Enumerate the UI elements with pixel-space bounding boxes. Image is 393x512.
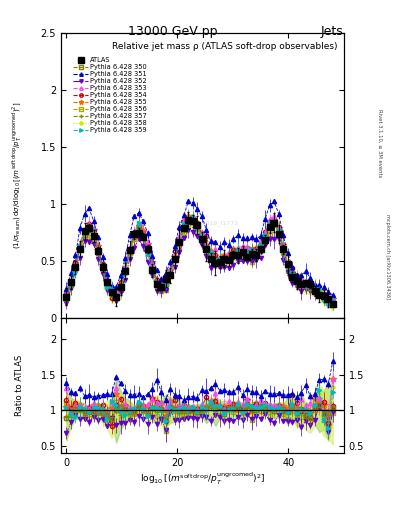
X-axis label: $\log_{10}[(m^{\rm soft\,drop}/p_T^{\rm ungroomed})^2]$: $\log_{10}[(m^{\rm soft\,drop}/p_T^{\rm …	[140, 471, 265, 487]
Text: 13000 GeV pp: 13000 GeV pp	[128, 25, 218, 38]
Text: Relative jet mass ρ (ATLAS soft-drop observables): Relative jet mass ρ (ATLAS soft-drop obs…	[112, 42, 337, 51]
Legend: ATLAS, Pythia 6.428 350, Pythia 6.428 351, Pythia 6.428 352, Pythia 6.428 353, P: ATLAS, Pythia 6.428 350, Pythia 6.428 35…	[73, 56, 147, 134]
Y-axis label: Ratio to ATLAS: Ratio to ATLAS	[15, 355, 24, 416]
Text: Rivet 3.1.10, ≥ 3M events: Rivet 3.1.10, ≥ 3M events	[377, 109, 382, 178]
Y-axis label: $(1/\sigma_{\rm resum})\,{\rm d}\sigma/{\rm d}\log_{10}[(m^{\rm soft\,drop}/p_T^: $(1/\sigma_{\rm resum})\,{\rm d}\sigma/{…	[11, 102, 24, 249]
Text: ATLAS_2019_I1772: ATLAS_2019_I1772	[180, 220, 239, 225]
Text: Jets: Jets	[321, 25, 344, 38]
Text: mcplots.cern.ch [arXiv:1306.3436]: mcplots.cern.ch [arXiv:1306.3436]	[385, 214, 389, 298]
